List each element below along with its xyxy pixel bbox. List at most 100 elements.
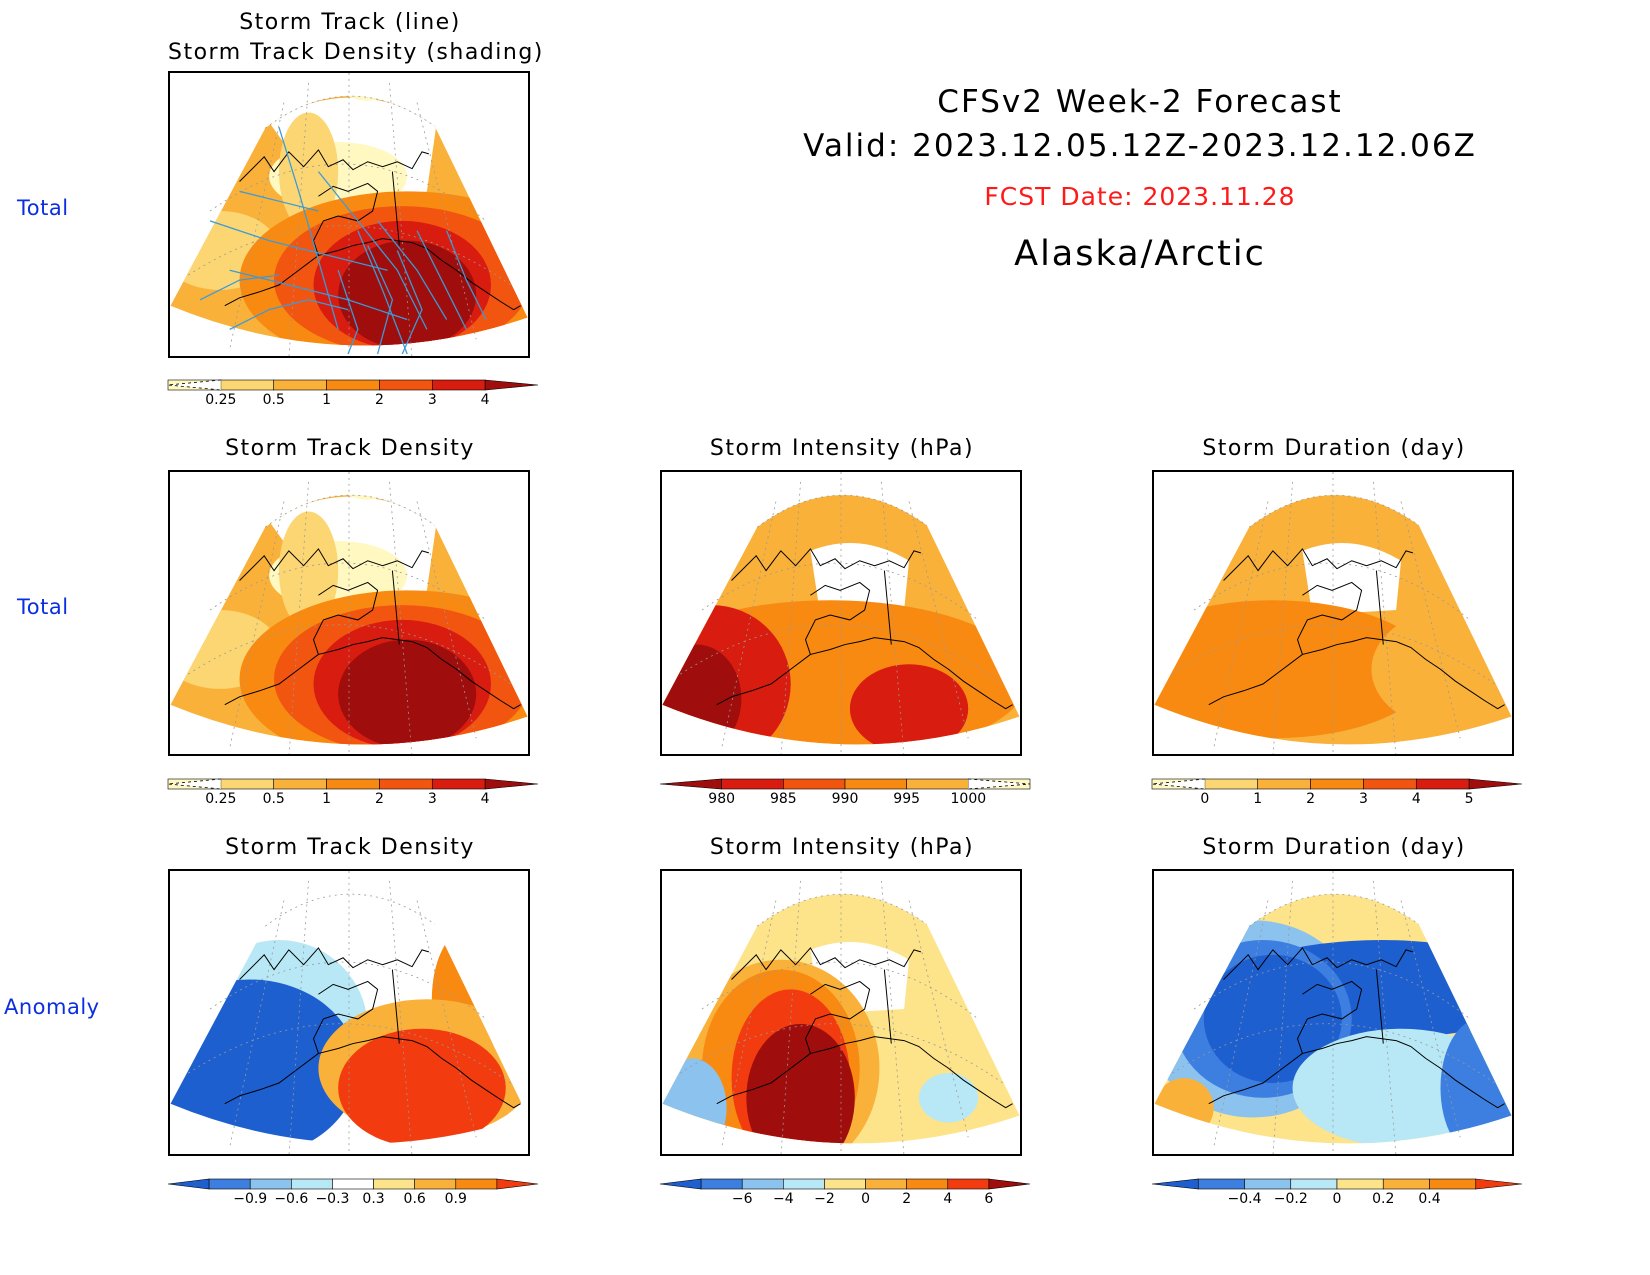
colorbar-p5-tick-label: 0.9 bbox=[445, 1191, 467, 1205]
colorbar-p1-tick-label: 1 bbox=[322, 392, 331, 406]
border-line bbox=[391, 570, 400, 645]
colorbar-p4-tick-label: 3 bbox=[1359, 791, 1368, 805]
colorbar-p3-tick-label: 995 bbox=[893, 791, 920, 805]
colorbar-p5-swatch bbox=[373, 1178, 415, 1190]
colorbar-p5-swatch bbox=[249, 1178, 292, 1190]
border-line bbox=[1375, 969, 1384, 1044]
graticule-line bbox=[229, 102, 285, 350]
graticule-line bbox=[1373, 880, 1397, 1154]
map-panel-storm-track bbox=[168, 71, 530, 358]
forecast-title: CFSv2 Week-2 Forecast bbox=[937, 84, 1343, 120]
map-panel-density-total bbox=[168, 470, 530, 756]
graticule-line bbox=[1193, 961, 1471, 1020]
graticule-line bbox=[680, 624, 1003, 685]
border-line bbox=[883, 969, 892, 1044]
coastline bbox=[716, 947, 1013, 1109]
colorbar-p6-swatch bbox=[988, 1178, 1031, 1190]
colorbar-p3-extend-high bbox=[968, 778, 1031, 790]
colorbar-p1-swatch bbox=[484, 379, 539, 391]
colorbar-p7-tick-label: 0.4 bbox=[1418, 1191, 1440, 1205]
graticule-line bbox=[701, 961, 979, 1020]
coastline bbox=[1208, 947, 1505, 1109]
colorbar-p5-swatch bbox=[496, 1178, 539, 1190]
colorbar-p6-tick-label: 0 bbox=[861, 1191, 870, 1205]
row-label-total-1: Total bbox=[17, 196, 69, 220]
m5-svg bbox=[170, 871, 528, 1154]
panel1-title-line2: Storm Track Density (shading) bbox=[168, 40, 544, 65]
row-label-total-2: Total bbox=[17, 595, 69, 619]
colorbar-p3-tick-label: 985 bbox=[770, 791, 797, 805]
colorbar-p7-swatch bbox=[1151, 1178, 1199, 1190]
colorbar-p3-tick-label: 980 bbox=[708, 791, 735, 805]
colorbar-p4-tick-label: 2 bbox=[1306, 791, 1315, 805]
colorbar-p7-swatch bbox=[1429, 1178, 1477, 1190]
storm-track-line bbox=[239, 190, 319, 212]
valid-range: Valid: 2023.12.05.12Z-2023.12.12.06Z bbox=[803, 128, 1477, 164]
shading-region bbox=[1302, 542, 1402, 615]
shading-region bbox=[810, 542, 910, 615]
colorbar-p5-tick-label: −0.3 bbox=[315, 1191, 349, 1205]
colorbar-p5-swatch bbox=[455, 1178, 498, 1190]
storm-track-line bbox=[446, 230, 487, 320]
panel7-title: Storm Duration (day) bbox=[1202, 835, 1466, 860]
border-line bbox=[883, 570, 892, 645]
colorbar-p4-tick-label: 1 bbox=[1253, 791, 1262, 805]
graticule-line bbox=[229, 900, 285, 1148]
row-label-anomaly: Anomaly bbox=[4, 995, 100, 1019]
colorbar-p6-tick-label: 6 bbox=[984, 1191, 993, 1205]
graticule-line bbox=[680, 1023, 1003, 1084]
colorbar-p1-extend-low bbox=[167, 379, 221, 391]
colorbar-p7-swatch bbox=[1197, 1178, 1245, 1190]
colorbar-p7-tick-label: −0.4 bbox=[1228, 1191, 1262, 1205]
colorbar-p4-tick-label: 4 bbox=[1412, 791, 1421, 805]
colorbar-p6-swatch bbox=[659, 1178, 702, 1190]
fcst-date: FCST Date: 2023.11.28 bbox=[984, 182, 1296, 211]
graticule-line bbox=[1373, 481, 1397, 754]
colorbar-p3-tick-label: 990 bbox=[832, 791, 859, 805]
colorbar-p3: 980 985 990 995 1000 bbox=[659, 778, 1031, 805]
graticule-line bbox=[389, 880, 413, 1154]
graticule-line bbox=[1213, 501, 1269, 749]
colorbar-p6-swatch bbox=[865, 1178, 907, 1190]
graticule-line bbox=[701, 562, 979, 621]
colorbar-p5: −0.9 −0.6 −0.3 0.3 0.6 0.9 bbox=[167, 1178, 539, 1205]
colorbar-p4-swatch bbox=[1468, 778, 1523, 790]
colorbar-p2: 0.25 0.5 1 2 3 4 bbox=[167, 778, 539, 805]
graticule-line bbox=[389, 481, 413, 754]
graticule-line bbox=[721, 501, 777, 749]
graticule-line bbox=[188, 1023, 511, 1084]
panel5-title: Storm Track Density bbox=[225, 835, 475, 860]
colorbar-p1: 0.25 0.5 1 2 3 4 bbox=[167, 379, 539, 406]
colorbar-p7-tick-label: 0 bbox=[1333, 1191, 1342, 1205]
colorbar-p5-swatch bbox=[414, 1178, 457, 1190]
graticule-line bbox=[1248, 494, 1420, 528]
colorbar-p1-tick-label: 0.25 bbox=[205, 392, 236, 406]
colorbar-p6-swatch bbox=[783, 1178, 825, 1190]
colorbar-p2-extend-low bbox=[167, 778, 221, 790]
shading-region bbox=[746, 1023, 855, 1144]
graticule-line bbox=[881, 880, 905, 1154]
colorbar-p5-tick-label: −0.6 bbox=[274, 1191, 308, 1205]
colorbar-p1-tick-label: 2 bbox=[375, 392, 384, 406]
colorbar-p3-swatch bbox=[783, 778, 846, 790]
coastline bbox=[224, 548, 521, 710]
colorbar-p7-swatch bbox=[1475, 1178, 1523, 1190]
colorbar-p4-extend-low bbox=[1151, 778, 1205, 790]
colorbar-p2-swatch bbox=[220, 778, 275, 790]
colorbar-p2-swatch bbox=[431, 778, 486, 790]
colorbar-p3-swatch bbox=[906, 778, 969, 790]
graticule-line bbox=[1213, 900, 1269, 1148]
colorbar-p6-tick-label: 4 bbox=[943, 1191, 952, 1205]
coastline bbox=[224, 947, 521, 1109]
graticule-line bbox=[1172, 1023, 1495, 1084]
colorbar-p1-swatch bbox=[379, 379, 433, 391]
storm-track-line bbox=[357, 230, 408, 355]
colorbar-p2-swatch bbox=[273, 778, 327, 790]
m7-svg bbox=[1154, 871, 1512, 1154]
map-panel-intensity-total bbox=[660, 470, 1022, 756]
colorbar-p1-swatch bbox=[273, 379, 327, 391]
graticule-line bbox=[1193, 562, 1471, 621]
map-panel-intensity-anomaly bbox=[660, 869, 1022, 1156]
graticule-line bbox=[264, 893, 436, 927]
storm-track-line bbox=[396, 250, 423, 355]
